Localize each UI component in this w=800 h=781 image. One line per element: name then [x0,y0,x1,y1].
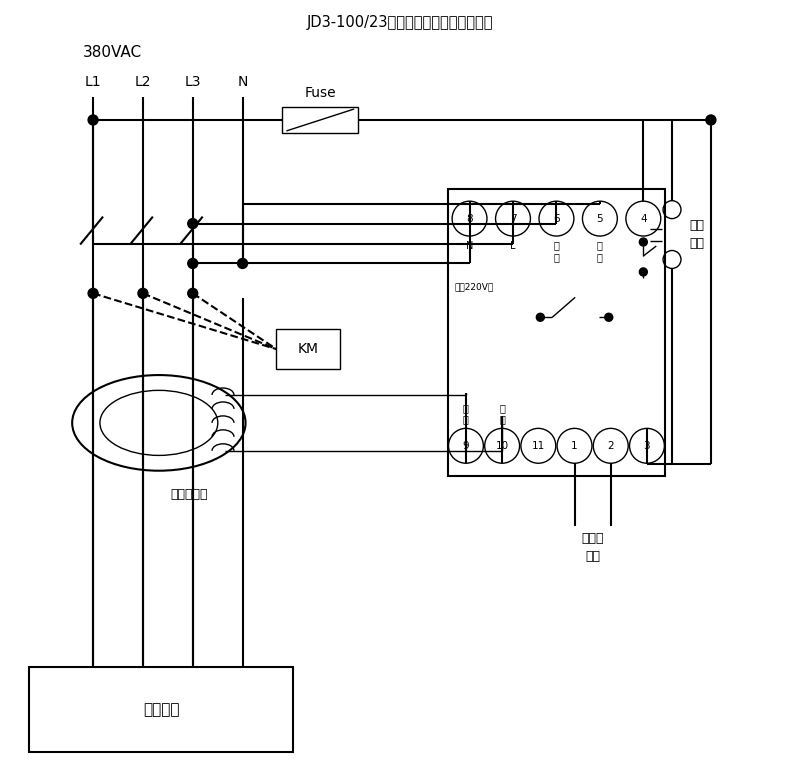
Circle shape [639,268,647,276]
Circle shape [536,313,544,321]
FancyBboxPatch shape [277,330,340,369]
Text: N: N [238,75,248,89]
Text: 电源220V～: 电源220V～ [455,282,494,291]
Text: 试
验: 试 验 [554,241,559,262]
Circle shape [88,115,98,125]
Text: L1: L1 [85,75,102,89]
Text: 9: 9 [462,440,470,451]
Circle shape [188,259,198,269]
Circle shape [188,288,198,298]
Text: 7: 7 [510,214,516,223]
Text: KM: KM [298,342,319,356]
Circle shape [706,115,716,125]
Text: L2: L2 [134,75,151,89]
Circle shape [188,219,198,229]
FancyBboxPatch shape [30,667,294,751]
Circle shape [639,238,647,246]
FancyBboxPatch shape [282,107,358,133]
Circle shape [88,288,98,298]
Text: 用户设备: 用户设备 [143,702,180,717]
Text: 380VAC: 380VAC [83,45,142,59]
Text: 1: 1 [571,440,578,451]
FancyBboxPatch shape [448,189,665,476]
Text: 接声光
报警: 接声光 报警 [582,533,604,564]
Circle shape [605,313,613,321]
Text: 6: 6 [553,214,560,223]
Text: Fuse: Fuse [305,86,336,100]
Text: 5: 5 [597,214,603,223]
Text: JD3-100/23漏电继电器典型应用接线图: JD3-100/23漏电继电器典型应用接线图 [306,15,494,30]
Text: 自锁
开关: 自锁 开关 [689,219,704,250]
Text: 信
号: 信 号 [463,403,469,424]
Text: 10: 10 [495,440,509,451]
Text: 4: 4 [640,214,646,223]
Text: 试
验: 试 验 [597,241,603,262]
Text: 3: 3 [644,440,650,451]
Circle shape [138,288,148,298]
Text: 11: 11 [532,440,545,451]
Text: 2: 2 [607,440,614,451]
Text: 零序互感器: 零序互感器 [171,488,208,501]
Text: L: L [510,241,516,251]
Text: N: N [466,241,474,251]
Text: 8: 8 [466,214,473,223]
Text: 信
号: 信 号 [499,403,505,424]
Text: L3: L3 [185,75,201,89]
Circle shape [238,259,247,269]
